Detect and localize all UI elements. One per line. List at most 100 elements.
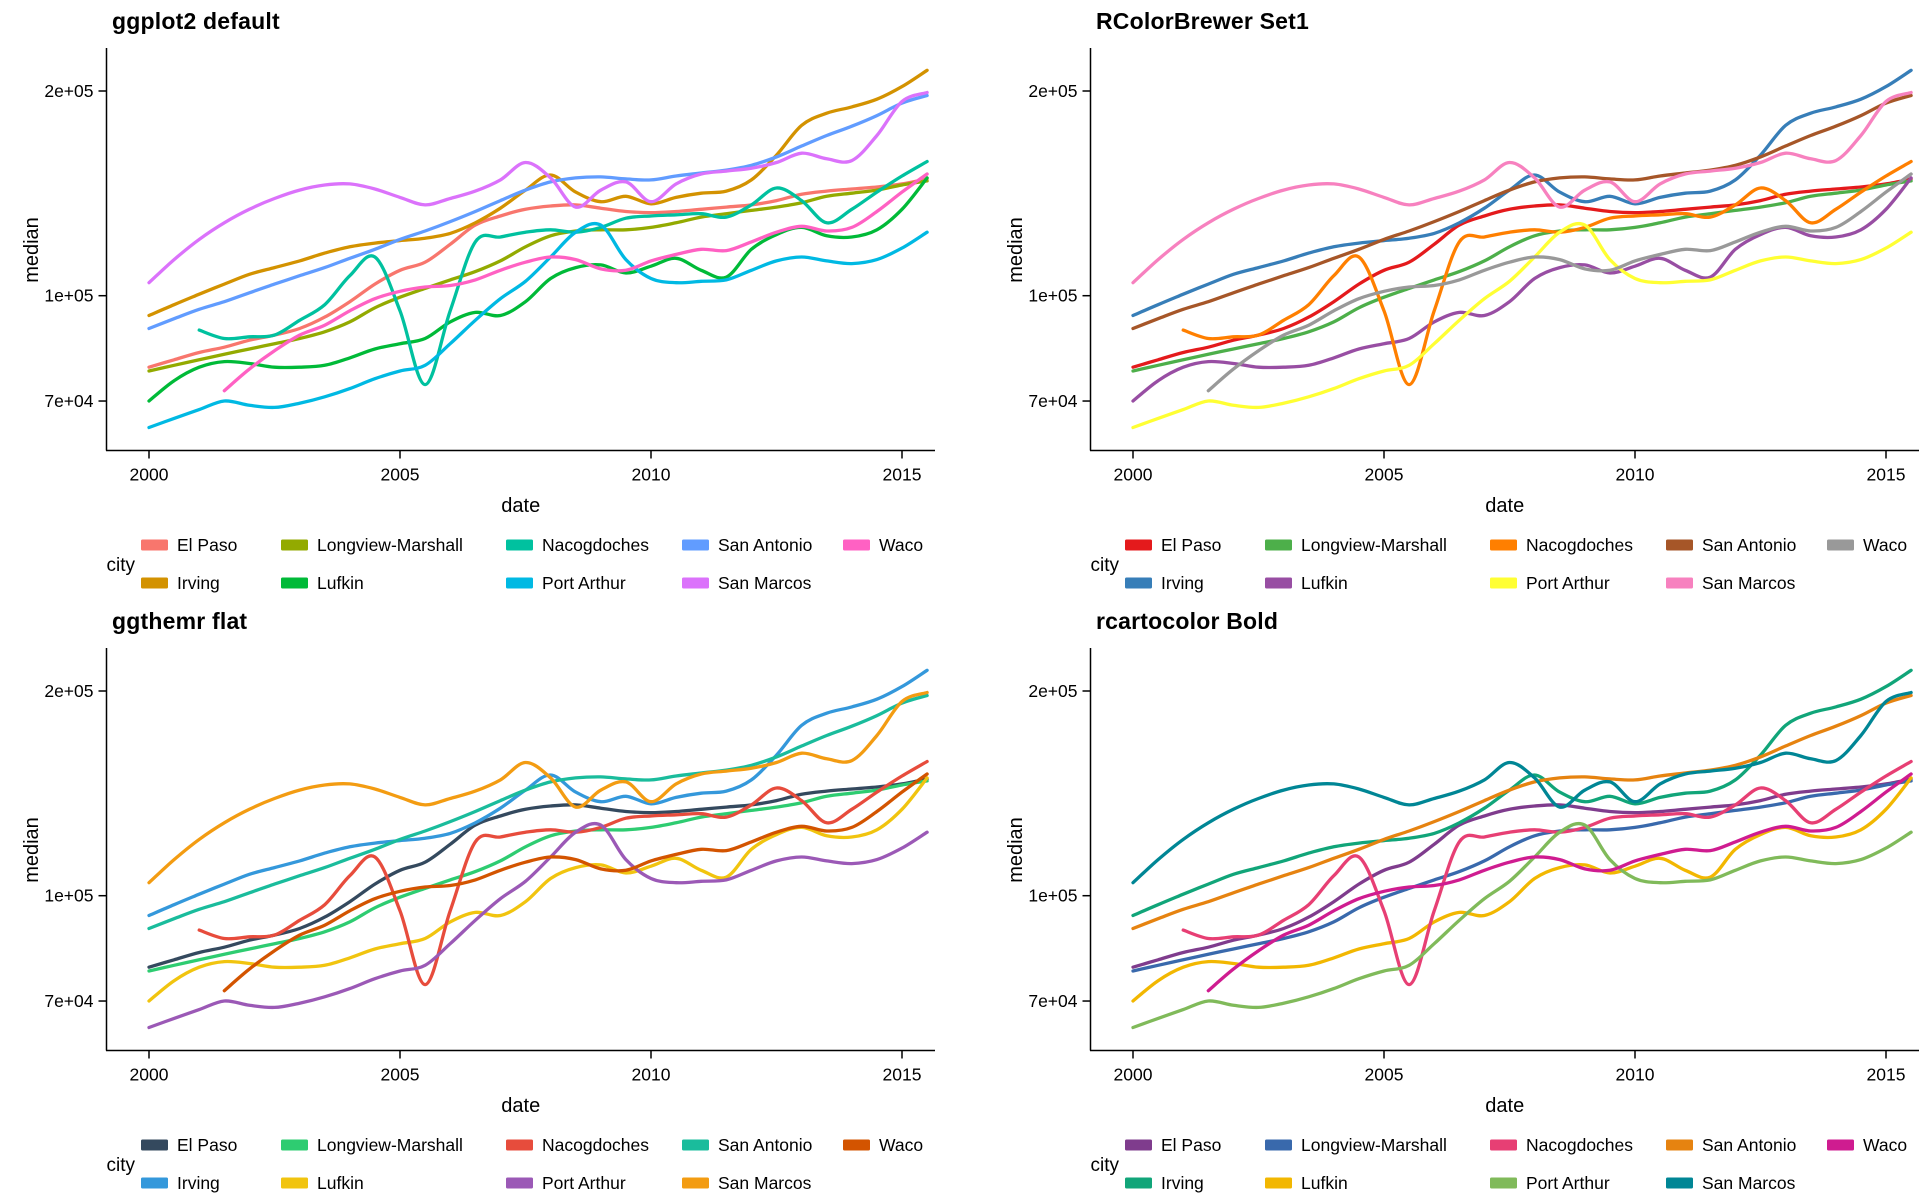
legend-label-waco: Waco — [1863, 535, 1907, 555]
legend-label-lufkin: Lufkin — [1301, 1173, 1348, 1193]
legend-label-el-paso: El Paso — [177, 1135, 237, 1155]
legend-label-el-paso: El Paso — [177, 535, 237, 555]
legend-key-el-paso — [1125, 1139, 1152, 1151]
y-tick-label: 1e+05 — [44, 286, 93, 306]
y-tick-label: 2e+05 — [44, 81, 93, 101]
series-line-port-arthur — [1131, 821, 1913, 1030]
series-line-longview-marshall — [1131, 179, 1913, 373]
legend-label-nacogdoches: Nacogdoches — [542, 1135, 649, 1155]
y-tick-label: 7e+04 — [44, 991, 93, 1011]
legend-key-lufkin — [1265, 577, 1292, 589]
x-tick-label: 2010 — [1616, 1065, 1655, 1085]
series-line-irving — [147, 668, 929, 918]
legend-label-lufkin: Lufkin — [317, 573, 364, 593]
panel-title: ggplot2 default — [112, 8, 280, 34]
legend-label-irving: Irving — [177, 1173, 220, 1193]
chart-canvas-ggthemr-flat: 2000 2005 2010 2015 2e+05 1e+05 7e+04 date media… — [21, 648, 935, 1193]
y-axis-title: median — [21, 217, 43, 283]
legend-label-nacogdoches: Nacogdoches — [542, 535, 649, 555]
series-line-nacogdoches — [1181, 159, 1913, 387]
x-tick-label: 2005 — [381, 1065, 420, 1085]
legend-title: city — [1091, 555, 1120, 576]
legend-key-lufkin — [1265, 1177, 1292, 1189]
legend-label-el-paso: El Paso — [1161, 1135, 1221, 1155]
legend-label-port-arthur: Port Arthur — [1526, 1173, 1610, 1193]
legend-key-waco — [1827, 1139, 1854, 1151]
y-axis-title: median — [21, 817, 43, 883]
x-tick-label: 2000 — [1114, 465, 1153, 485]
legend-key-nacogdoches — [506, 1139, 533, 1151]
panel-title: ggthemr flat — [112, 608, 248, 634]
legend-key-lufkin — [281, 1177, 308, 1189]
legend-label-san-antonio: San Antonio — [1702, 1135, 1796, 1155]
series-line-longview-marshall — [147, 779, 929, 973]
series-line-nacogdoches — [197, 759, 929, 987]
y-tick-label: 2e+05 — [1028, 681, 1077, 701]
series-line-nacogdoches — [1181, 759, 1913, 987]
series-line-waco — [222, 772, 929, 993]
series-line-irving — [1131, 68, 1913, 318]
legend-key-port-arthur — [1490, 577, 1517, 589]
legend-label-longview-marshall: Longview-Marshall — [1301, 535, 1447, 555]
y-tick-label: 7e+04 — [44, 391, 93, 411]
y-tick-label: 2e+05 — [1028, 81, 1077, 101]
legend-label-san-marcos: San Marcos — [1702, 573, 1796, 593]
legend-label-san-antonio: San Antonio — [718, 535, 812, 555]
legend-label-el-paso: El Paso — [1161, 535, 1221, 555]
legend-key-san-antonio — [682, 1139, 709, 1151]
x-tick-label: 2000 — [1114, 1065, 1153, 1085]
chart-canvas-ggplot2-default: 2000 2005 2010 2015 2e+05 1e+05 7e+04 date media… — [21, 48, 935, 593]
panel-ggplot2-default: ggplot2 default 2000 2005 2010 2015 2e+05 1e+… — [0, 0, 984, 600]
legend-label-san-marcos: San Marcos — [718, 573, 812, 593]
legend-key-port-arthur — [1490, 1177, 1517, 1189]
legend-label-irving: Irving — [1161, 573, 1204, 593]
series-line-san-marcos — [1131, 690, 1913, 885]
series-line-port-arthur — [147, 821, 929, 1030]
x-tick-label: 2005 — [1365, 465, 1404, 485]
x-tick-label: 2010 — [632, 1065, 671, 1085]
panel-rcartocolor-bold: rcartocolor Bold 2000 2005 2010 2015 2e+05 1e… — [984, 600, 1920, 1200]
chart-canvas-rcartocolor-bold: 2000 2005 2010 2015 2e+05 1e+05 7e+04 date media… — [1005, 648, 1919, 1193]
y-tick-label: 7e+04 — [1028, 991, 1077, 1011]
legend-key-el-paso — [1125, 539, 1152, 551]
panel-title: rcartocolor Bold — [1096, 608, 1279, 634]
legend-key-lufkin — [281, 577, 308, 589]
panel-ggthemr-flat: ggthemr flat 2000 2005 2010 2015 2e+05 1e+05 7… — [0, 600, 984, 1200]
series-line-irving — [147, 68, 929, 318]
legend-label-irving: Irving — [1161, 1173, 1204, 1193]
series-line-waco — [1206, 172, 1913, 393]
legend-label-lufkin: Lufkin — [317, 1173, 364, 1193]
x-tick-label: 2015 — [883, 1065, 922, 1085]
legend-key-san-marcos — [1666, 577, 1693, 589]
legend-key-san-marcos — [1666, 1177, 1693, 1189]
legend-label-port-arthur: Port Arthur — [1526, 573, 1610, 593]
legend-label-waco: Waco — [879, 535, 923, 555]
series-line-waco — [1206, 772, 1913, 993]
legend-key-san-antonio — [1666, 539, 1693, 551]
series-line-san-antonio — [147, 693, 929, 931]
legend-label-longview-marshall: Longview-Marshall — [1301, 1135, 1447, 1155]
legend-label-san-marcos: San Marcos — [1702, 1173, 1796, 1193]
y-tick-label: 1e+05 — [1028, 286, 1077, 306]
x-axis-title: date — [501, 1095, 540, 1117]
legend-label-nacogdoches: Nacogdoches — [1526, 1135, 1633, 1155]
legend-label-longview-marshall: Longview-Marshall — [317, 535, 463, 555]
legend-label-longview-marshall: Longview-Marshall — [317, 1135, 463, 1155]
legend-label-port-arthur: Port Arthur — [542, 573, 626, 593]
x-tick-label: 2000 — [130, 465, 169, 485]
series-line-san-antonio — [1131, 693, 1913, 931]
series-line-port-arthur — [147, 221, 929, 430]
legend-label-san-antonio: San Antonio — [1702, 535, 1796, 555]
x-axis-title: date — [501, 495, 540, 517]
legend-key-port-arthur — [506, 577, 533, 589]
x-tick-label: 2000 — [130, 1065, 169, 1085]
legend-key-longview-marshall — [1265, 1139, 1292, 1151]
y-tick-label: 1e+05 — [1028, 886, 1077, 906]
legend-key-waco — [843, 539, 870, 551]
series-line-port-arthur — [1131, 221, 1913, 430]
legend-key-san-marcos — [682, 577, 709, 589]
x-tick-label: 2010 — [632, 465, 671, 485]
series-line-longview-marshall — [1131, 779, 1913, 973]
y-axis-title: median — [1005, 217, 1027, 283]
